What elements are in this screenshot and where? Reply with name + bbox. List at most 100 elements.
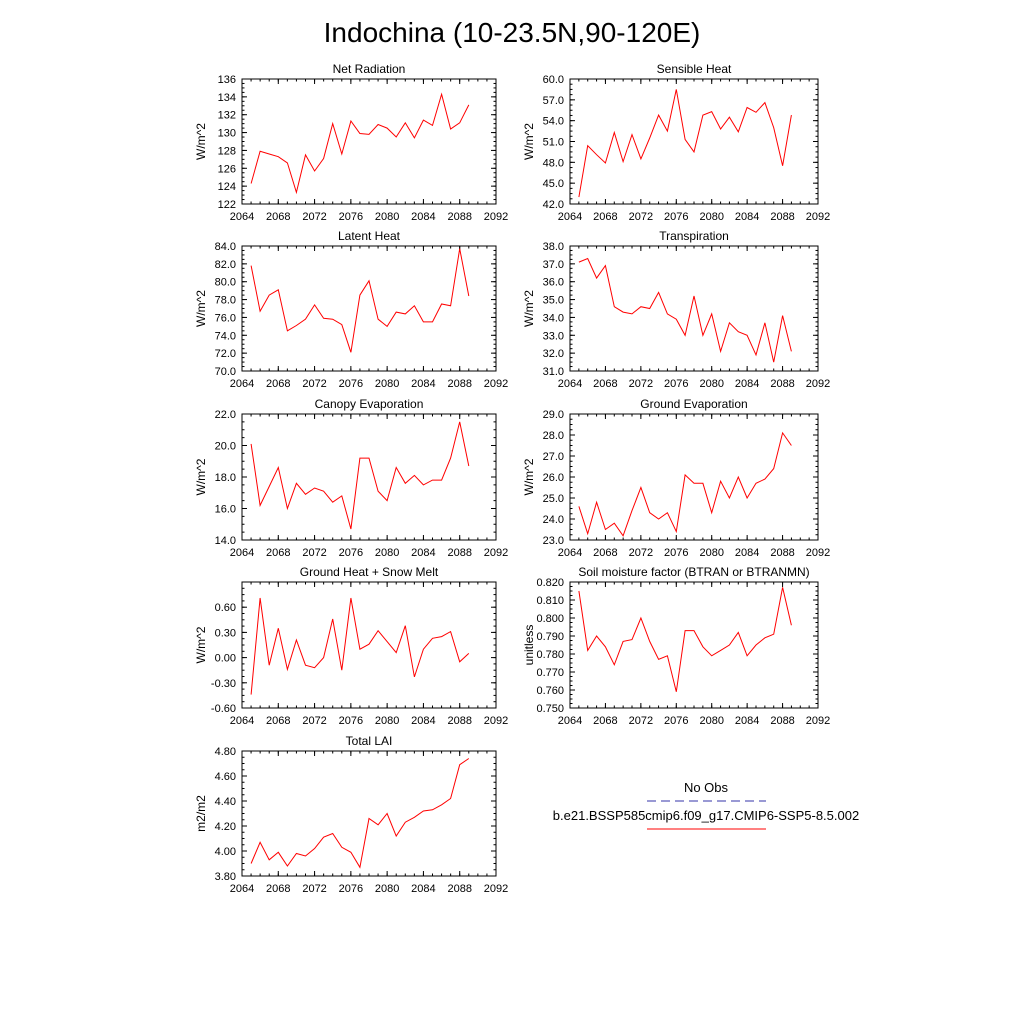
plot-frame — [569, 413, 819, 541]
y-tick-label: 37.0 — [543, 259, 564, 271]
x-tick-label: 2076 — [339, 378, 363, 390]
legend-label-model-run: b.e21.BSSP585cmip6.f09_g17.CMIP6-SSP5-8.… — [553, 808, 859, 823]
panel-6: Ground Heat + Snow Melt W/m^2 2064 2068 2072… — [194, 565, 508, 727]
y-tick-label: 35.0 — [543, 295, 564, 307]
y-tick-label: -0.30 — [211, 678, 236, 690]
figure-title: Indochina (10-23.5N,90-120E) — [324, 17, 701, 48]
panel-2: Latent Heat W/m^2 2064 2068 2072 2076 2080 2084… — [194, 229, 508, 390]
x-tick-label: 2068 — [266, 378, 290, 390]
x-tick-label: 2080 — [699, 378, 723, 390]
x-tick-label: 2068 — [593, 211, 617, 223]
x-tick-label: 2080 — [699, 547, 723, 559]
y-tick-label: 42.0 — [543, 199, 564, 211]
y-tick-label: 20.0 — [215, 441, 236, 453]
x-tick-label: 2064 — [558, 378, 582, 390]
y-tick-label: 45.0 — [543, 178, 564, 190]
y-tick-label: 31.0 — [543, 366, 564, 378]
x-tick-label: 2064 — [558, 211, 582, 223]
x-tick-label: 2080 — [375, 378, 399, 390]
y-tick-label: 0.30 — [215, 627, 236, 639]
series-line — [250, 758, 470, 869]
y-tick-label: 72.0 — [215, 348, 236, 360]
y-tick-label: 33.0 — [543, 330, 564, 342]
x-tick-label: 2084 — [735, 211, 759, 223]
plot-frame — [241, 78, 497, 205]
x-tick-label: 2076 — [664, 378, 688, 390]
panel-0: Net Radiation W/m^2 2064 2068 2072 2076 2080 20… — [194, 62, 508, 223]
x-tick-label: 2084 — [411, 547, 435, 559]
x-tick-label: 2064 — [230, 378, 254, 390]
y-tick-label: 76.0 — [215, 312, 236, 324]
x-tick-label: 2072 — [302, 883, 326, 895]
y-axis-label: W/m^2 — [194, 458, 208, 495]
y-tick-label: 0.810 — [536, 595, 564, 607]
panel-1: Sensible Heat W/m^2 2064 2068 2072 2076 2080 20… — [522, 62, 830, 223]
y-axis-label: m2/m2 — [194, 795, 208, 832]
x-tick-label: 2084 — [411, 883, 435, 895]
x-tick-label: 2084 — [735, 547, 759, 559]
series-line — [578, 89, 792, 198]
series-line — [250, 597, 470, 695]
legend: No Obs b.e21.BSSP585cmip6.f09_g17.CMIP6-… — [553, 780, 859, 830]
y-tick-label: 128 — [218, 145, 236, 157]
y-tick-label: 124 — [218, 181, 236, 193]
y-tick-label: 4.20 — [215, 821, 236, 833]
x-tick-label: 2064 — [230, 547, 254, 559]
y-axis-label: W/m^2 — [194, 626, 208, 663]
y-tick-label: 84.0 — [215, 241, 236, 253]
plot-frame — [569, 245, 819, 372]
y-tick-label: 26.0 — [543, 472, 564, 484]
y-tick-label: 130 — [218, 128, 236, 140]
panel-8: Total LAI m2/m2 2064 2068 2072 2076 2080 2084 20… — [194, 734, 508, 895]
y-tick-label: 29.0 — [543, 409, 564, 421]
panel-title: Ground Evaporation — [640, 397, 747, 411]
y-tick-label: 24.0 — [543, 514, 564, 526]
y-tick-label: 78.0 — [215, 295, 236, 307]
x-tick-label: 2084 — [411, 378, 435, 390]
x-tick-label: 2072 — [629, 715, 653, 727]
y-axis-label: unitless — [522, 625, 536, 666]
y-tick-label: 4.40 — [215, 796, 236, 808]
x-tick-label: 2092 — [484, 883, 508, 895]
panel-title: Ground Heat + Snow Melt — [300, 565, 439, 579]
y-tick-label: 34.0 — [543, 312, 564, 324]
y-tick-label: 3.80 — [215, 871, 236, 883]
y-tick-label: 134 — [218, 92, 236, 104]
series-line — [250, 248, 470, 353]
x-tick-label: 2088 — [770, 378, 794, 390]
x-tick-label: 2084 — [411, 211, 435, 223]
legend-label-no-obs: No Obs — [684, 780, 729, 795]
x-tick-label: 2088 — [770, 715, 794, 727]
x-tick-label: 2088 — [770, 547, 794, 559]
y-tick-label: 32.0 — [543, 348, 564, 360]
series-line — [250, 92, 470, 195]
x-tick-label: 2076 — [664, 715, 688, 727]
y-axis-label: W/m^2 — [522, 123, 536, 160]
y-tick-label: 51.0 — [543, 137, 564, 149]
y-tick-label: 74.0 — [215, 330, 236, 342]
x-tick-label: 2084 — [735, 715, 759, 727]
y-tick-label: 27.0 — [543, 451, 564, 463]
x-tick-label: 2076 — [664, 547, 688, 559]
x-tick-label: 2092 — [484, 715, 508, 727]
y-tick-label: 0.00 — [215, 653, 236, 665]
series-line — [250, 421, 470, 530]
panels: Net Radiation W/m^2 2064 2068 2072 2076 2080 20… — [194, 62, 830, 895]
y-tick-label: 28.0 — [543, 430, 564, 442]
panel-3: Transpiration W/m^2 2064 2068 2072 2076 2080 20… — [522, 229, 830, 390]
plot-frame — [569, 581, 819, 709]
x-tick-label: 2068 — [266, 547, 290, 559]
x-tick-label: 2088 — [447, 211, 471, 223]
y-axis-label: W/m^2 — [194, 290, 208, 327]
x-tick-label: 2092 — [806, 547, 830, 559]
x-tick-label: 2072 — [302, 378, 326, 390]
x-tick-label: 2088 — [770, 211, 794, 223]
x-tick-label: 2080 — [699, 211, 723, 223]
y-tick-label: 57.0 — [543, 95, 564, 107]
panel-title: Net Radiation — [333, 62, 406, 76]
plot-frame — [241, 245, 497, 372]
panel-title: Latent Heat — [338, 229, 401, 243]
y-tick-label: 36.0 — [543, 277, 564, 289]
y-tick-label: 0.820 — [536, 577, 564, 589]
y-tick-label: 0.60 — [215, 602, 236, 614]
